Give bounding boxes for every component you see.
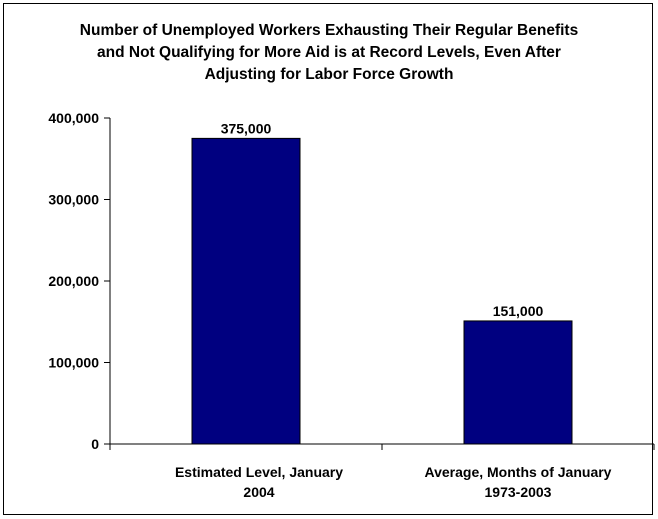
x-category-label-1-line-1: Estimated Level, January xyxy=(174,464,344,480)
x-category-label-2: Average, Months of January 1973-2003 xyxy=(388,462,648,502)
chart-title-line-2: and Not Qualifying for More Aid is at Re… xyxy=(97,44,561,61)
bar-1 xyxy=(191,137,301,445)
chart-title-line-1: Number of Unemployed Workers Exhausting … xyxy=(79,22,579,39)
y-tick-label: 100,000 xyxy=(48,355,99,371)
bar-2 xyxy=(463,320,573,445)
chart-title-line-3: Adjusting for Labor Force Growth xyxy=(204,66,454,83)
y-tick-label: 400,000 xyxy=(48,110,99,126)
x-category-label-1-line-2: 2004 xyxy=(243,484,275,500)
y-tick-label: 300,000 xyxy=(48,192,99,208)
y-tick-label: 200,000 xyxy=(48,273,99,289)
x-category-label-2-line-2: 1973-2003 xyxy=(484,484,552,500)
chart-title: Number of Unemployed Workers Exhausting … xyxy=(20,20,638,86)
x-category-label-1: Estimated Level, January 2004 xyxy=(129,462,389,502)
bar-value-label-2: 151,000 xyxy=(493,303,544,319)
y-tick-label: 0 xyxy=(91,436,99,452)
bar-value-label-1: 375,000 xyxy=(221,120,272,136)
x-category-label-2-line-1: Average, Months of January xyxy=(424,464,612,480)
